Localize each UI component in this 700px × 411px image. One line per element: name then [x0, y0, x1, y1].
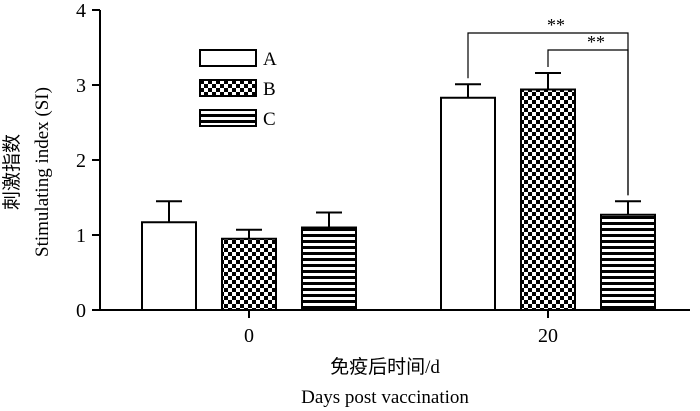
- bar-C-0: [301, 226, 357, 311]
- significance-label: **: [547, 15, 565, 35]
- significance-label: **: [587, 32, 605, 52]
- y-tick-label: 3: [76, 75, 86, 97]
- bars: [141, 72, 656, 311]
- x-axis-label: Days post vaccination: [301, 387, 469, 408]
- legend: ABC: [199, 49, 277, 130]
- significance-annotations: ** **: [467, 15, 629, 196]
- y-tick-label: 0: [76, 300, 86, 322]
- legend-label: C: [263, 109, 276, 130]
- significance-bracket: [547, 49, 629, 196]
- legend-label: B: [263, 79, 276, 100]
- bar-C-20: [600, 213, 656, 311]
- x-axis-label-chinese: 免疫后时间/d: [330, 356, 440, 378]
- x-axis: 0 20: [100, 309, 690, 347]
- y-axis-label: Stimulating index (SI): [32, 87, 53, 257]
- x-tick-label: 0: [244, 325, 254, 347]
- bar-B-0: [221, 237, 277, 311]
- y-tick-label: 2: [76, 150, 86, 172]
- bar-A-0: [141, 221, 197, 311]
- y-axis: 0 1 2 3 4: [76, 0, 101, 322]
- y-axis-label-chinese: 刺激指数: [1, 134, 23, 210]
- bar-B-20: [520, 88, 576, 311]
- legend-swatch-A: [199, 49, 257, 67]
- x-tick-label: 20: [538, 325, 558, 347]
- legend-swatch-B: [199, 79, 257, 97]
- legend-label: A: [263, 49, 277, 70]
- y-tick-label: 1: [76, 225, 86, 247]
- legend-swatch-C: [199, 109, 257, 127]
- y-tick-label: 4: [76, 0, 86, 22]
- bar-A-20: [440, 96, 496, 311]
